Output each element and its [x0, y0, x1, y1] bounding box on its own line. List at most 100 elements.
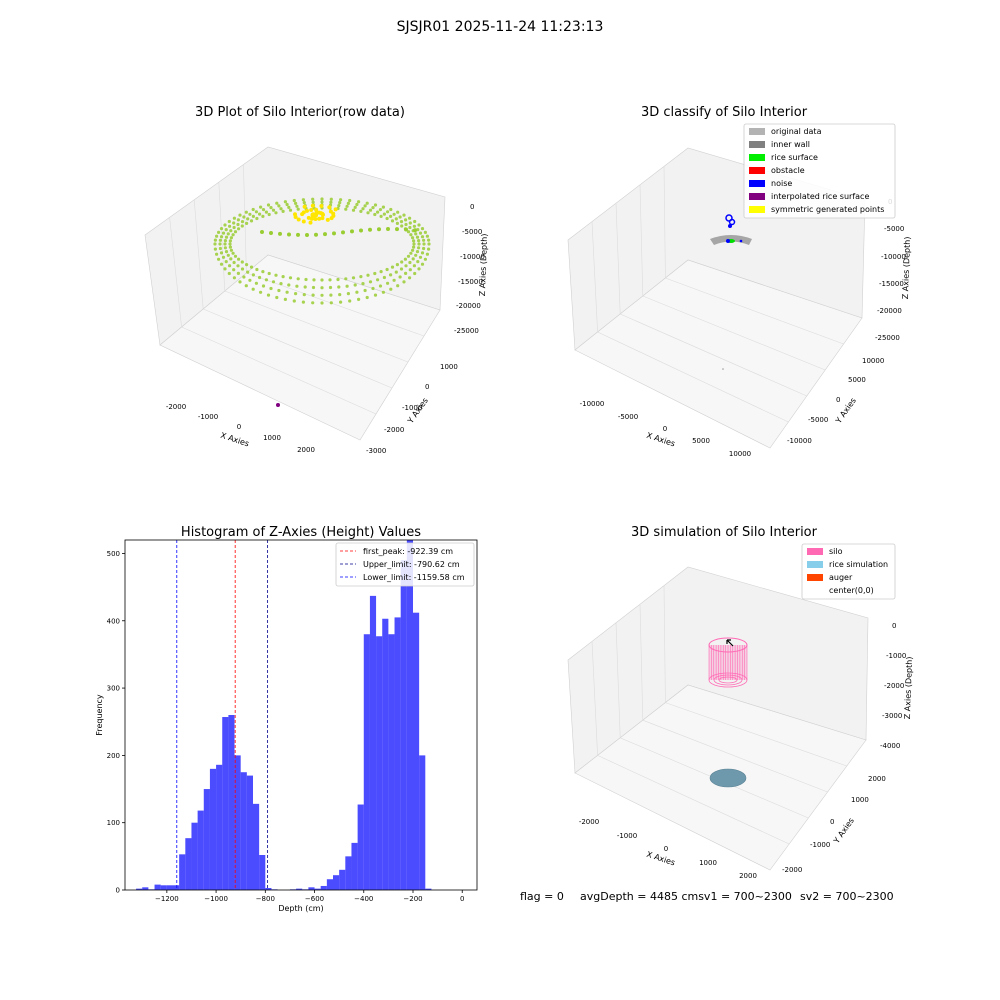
raw-point: [255, 267, 259, 272]
simulation-z-tick: 0: [892, 622, 896, 630]
raw-point: [395, 263, 399, 267]
simulation-legend-label: center(0,0): [829, 586, 874, 595]
raw-symmetric-point: [306, 215, 311, 220]
raw-point: [420, 262, 425, 266]
classify-x-tick: 5000: [692, 437, 710, 445]
raw-point: [224, 228, 228, 232]
raw-z-axis-label: Z Axies (Depth): [478, 233, 489, 296]
raw-point: [228, 239, 232, 243]
raw-point: [385, 267, 389, 272]
raw-point: [245, 263, 249, 267]
simulation-legend-swatch: [807, 561, 823, 568]
raw-x-tick: -1000: [198, 413, 218, 421]
raw-point: [404, 271, 408, 275]
raw-point: [417, 246, 421, 250]
raw-point: [254, 210, 258, 214]
raw-point: [420, 235, 425, 239]
classify-y-tick: 10000: [862, 357, 884, 365]
raw-point: [413, 219, 417, 224]
raw-z-tick-labels: 0 -5000 -10000 -15000 -20000 -25000: [454, 203, 485, 335]
classify-legend-label: noise: [771, 179, 792, 188]
simulation-auger-marker: [726, 639, 734, 647]
simulation-legend-frame: [801, 543, 896, 600]
raw-point: [414, 253, 418, 257]
classify-legend-swatch: [749, 167, 765, 174]
raw-point: [305, 232, 309, 237]
raw-point: [311, 293, 315, 297]
raw-point: [229, 248, 233, 252]
raw-symmetric-point: [301, 219, 306, 224]
raw-symmetric-point: [308, 220, 313, 225]
raw-point: [337, 285, 341, 289]
raw-point: [404, 227, 408, 232]
raw-symmetric-point: [309, 208, 314, 212]
raw-point: [415, 235, 420, 239]
silo-base-ring: [708, 672, 748, 688]
histogram-bar: [369, 595, 377, 890]
raw-z-tick: -5000: [462, 228, 482, 236]
raw-point: [417, 242, 421, 246]
raw-point: [288, 276, 293, 280]
histogram-y-ticks: 0 100 200 300 400 500: [107, 550, 125, 895]
simulation-z-tick: -1000: [886, 652, 906, 660]
raw-point: [283, 297, 287, 301]
raw-point: [385, 216, 389, 221]
raw-point: [338, 293, 342, 297]
simulation-y-tick: -1000: [810, 841, 830, 849]
histogram-bar: [203, 789, 210, 890]
histogram-bar: [382, 618, 389, 890]
simulation-legend-swatch: [807, 574, 823, 581]
raw-point: [259, 205, 263, 209]
raw-point: [258, 212, 262, 216]
raw-point: [213, 238, 217, 242]
raw-point: [292, 198, 296, 203]
classify-y-tick: -10000: [787, 437, 812, 445]
simulation-legend-label: silo: [829, 547, 843, 556]
raw-point: [269, 230, 273, 235]
raw-point: [412, 242, 416, 246]
histogram-bar: [166, 885, 173, 890]
raw-point: [379, 214, 383, 218]
raw-point: [269, 206, 273, 210]
raw-point: [399, 220, 404, 224]
raw-point: [386, 281, 390, 285]
classify-x-tick: -5000: [618, 413, 638, 421]
raw-point: [379, 270, 383, 274]
histogram-x-ticks: −1200 −1000 −800 −600 −400 −200 0: [155, 890, 464, 903]
raw-point: [404, 218, 408, 222]
raw-point: [237, 257, 241, 261]
raw-point: [237, 227, 241, 231]
histogram-bar: [259, 855, 266, 890]
raw-point: [218, 238, 222, 242]
histogram-bar: [351, 842, 358, 890]
raw-point: [254, 281, 258, 285]
raw-point: [244, 284, 248, 288]
raw-point: [351, 208, 356, 212]
histogram-bars: [136, 540, 432, 890]
raw-point: [221, 231, 226, 235]
silo-top-ring: [708, 637, 748, 653]
raw-x-axis-label: X Axies: [219, 431, 250, 449]
raw-point: [338, 201, 342, 205]
raw-point: [350, 229, 354, 234]
raw-symmetric-point: [320, 216, 325, 221]
raw-point: [328, 285, 333, 290]
raw-z-tick: -10000: [460, 253, 485, 261]
simulation-x-tick-labels: -2000 -1000 0 1000 2000: [579, 818, 757, 880]
classify-z-tick: -25000: [875, 334, 900, 342]
raw-point: [251, 273, 255, 277]
raw-outlier-point: [276, 403, 280, 407]
raw-point: [269, 286, 273, 291]
simulation-x-tick: -2000: [579, 818, 599, 826]
raw-point: [261, 284, 266, 288]
raw-point: [294, 292, 298, 296]
gridline: [642, 719, 828, 793]
histogram-bar: [333, 875, 340, 890]
raw-z-tick: -15000: [458, 278, 483, 286]
gridline: [642, 295, 826, 371]
raw-point: [386, 227, 390, 232]
raw-point: [366, 211, 370, 215]
classify-legend-swatch: [749, 141, 765, 148]
gridline: [181, 326, 377, 415]
raw-point: [329, 200, 333, 204]
